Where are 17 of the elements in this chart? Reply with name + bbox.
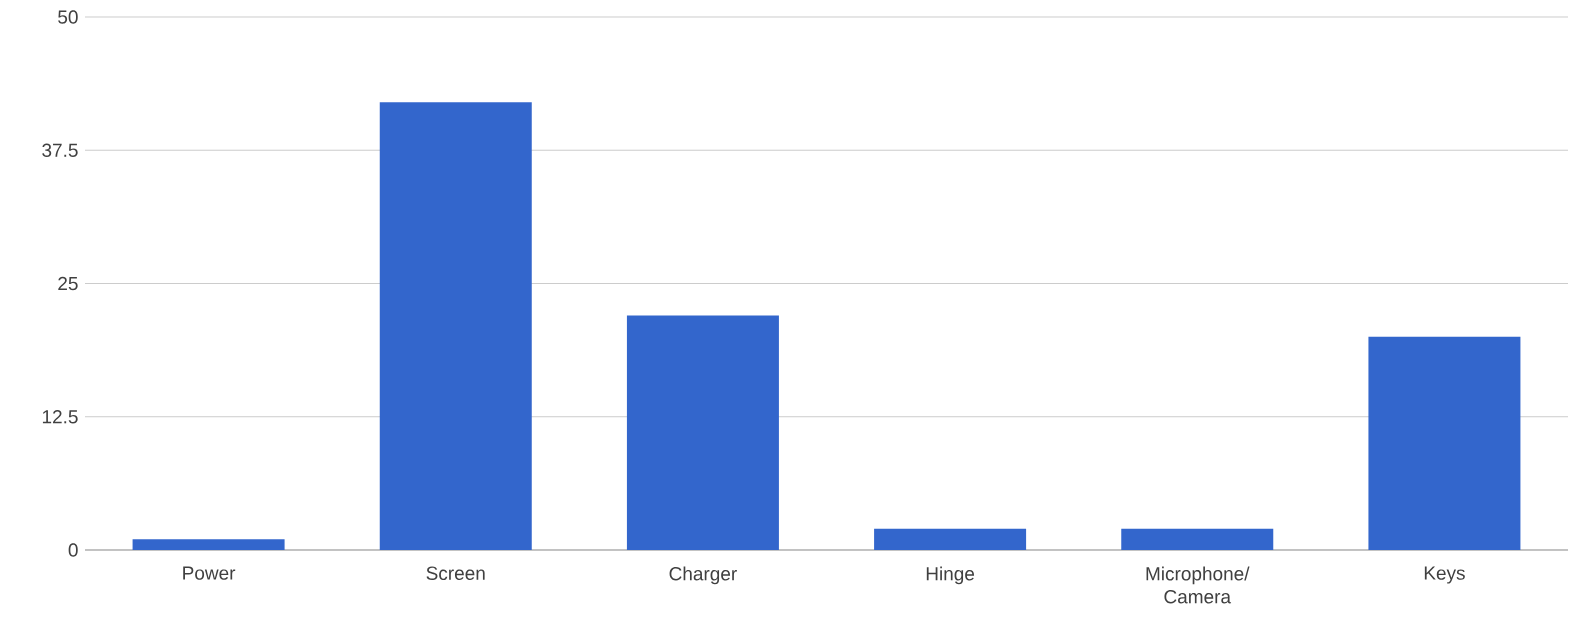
- bar: [874, 528, 1027, 550]
- x-tick-label: Charger: [669, 566, 737, 585]
- bar: [1368, 336, 1521, 550]
- y-tick-label: 0: [68, 543, 78, 557]
- x-tick-label: Screen: [426, 566, 485, 580]
- y-tick-label: 50: [58, 10, 78, 24]
- x-tick-label: Power: [183, 566, 236, 580]
- x-tick-label: Hinge: [926, 566, 975, 585]
- y-tick-label: 37.5: [42, 143, 78, 157]
- bar: [132, 539, 285, 550]
- y-tick-label: 12.5: [42, 410, 78, 424]
- bar: [1121, 528, 1274, 550]
- y-tick-label: 25: [58, 276, 78, 291]
- bar: [626, 315, 779, 550]
- x-tick-label: Keys: [1424, 566, 1465, 584]
- bar: [379, 102, 532, 550]
- x-tick-label: Microphone/ Camera: [1146, 566, 1250, 604]
